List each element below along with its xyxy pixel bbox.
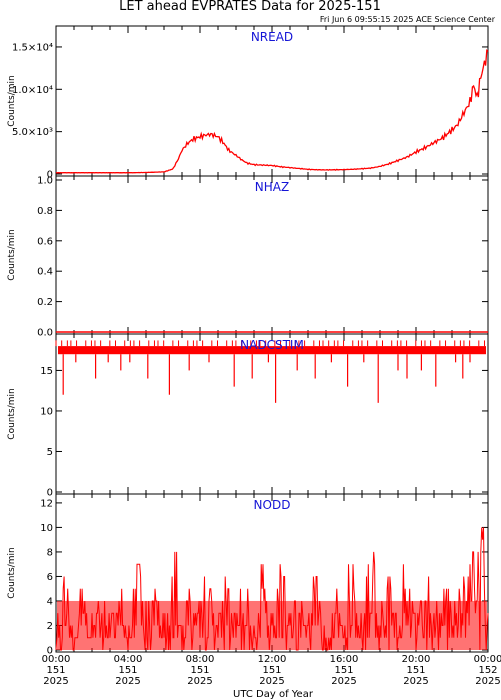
nhaz-ytick-label: 0.8 [37,206,53,217]
nread-panel-title: NREAD [251,30,293,44]
x-tick-label: 2025 [187,676,212,687]
x-tick-label: 2025 [403,676,428,687]
nadcstim-ytick-label: 10 [40,406,53,417]
x-tick-label: 16:00 [330,654,359,665]
x-tick-label: 2025 [259,676,284,687]
nadcstim-ytick-label: 5 [47,447,53,458]
nodd-panel: 0 2 4 6 8 10 12 Counts/min NODD [7,493,489,657]
nadcstim-ytick-label: 15 [40,366,53,377]
x-tick-label: 2025 [331,676,356,687]
nread-y-axis-title: Counts/min [7,75,17,126]
nodd-ytick-label: 0 [47,646,53,657]
nodd-y-axis-title: Counts/min [7,547,17,598]
nhaz-panel-title: NHAZ [255,180,289,194]
x-tick-label: 2025 [115,676,140,687]
nadcstim-ytick-label: 0 [47,488,53,499]
nread-series [55,49,489,174]
nadcstim-panel-title: NADCSTIM [240,338,304,352]
x-tick-label: 151 [334,665,353,676]
nread-ytick-label: 1.5×10⁴ [12,42,53,53]
panels-group: 0 5.0×10³ 1.0×10⁴ 1.5×10⁴ Counts/min NREAD 0.0… [7,25,489,657]
x-tick-label: 151 [262,665,281,676]
x-tick-label: 08:00 [186,654,215,665]
nodd-ytick-label: 6 [47,572,53,583]
nread-line [55,49,489,174]
x-tick-label: 151 [406,665,425,676]
nodd-ytick-label: 12 [40,498,53,509]
nodd-ytick-label: 4 [47,596,53,607]
x-tick-label: 2025 [43,676,68,687]
nodd-panel-title: NODD [254,498,291,512]
x-tick-label: 151 [46,665,65,676]
nodd-ytick-label: 8 [47,547,53,558]
nread-ytick-label: 5.0×10³ [12,127,53,138]
x-tick-label: 00:00 [42,654,71,665]
nhaz-plot-frame [55,175,489,335]
nhaz-ytick-label: 0.2 [37,297,53,308]
nread-plot-frame [55,25,489,177]
x-tick-label: 20:00 [402,654,431,665]
x-tick-label: 12:00 [258,654,287,665]
nodd-ytick-label: 10 [40,523,53,534]
x-tick-label: 00:00 [474,654,501,665]
timestamp-stamp: Fri Jun 6 09:55:15 2025 ACE Science Cent… [320,15,496,24]
nread-ytick-label: 1.0×10⁴ [12,85,53,96]
x-axis-labels: 00:00151202504:00151202508:00151202512:0… [42,654,501,687]
x-tick-label: 152 [478,665,497,676]
nadcstim-y-axis-title: Counts/min [7,388,17,439]
x-tick-label: 151 [118,665,137,676]
nhaz-y-axis-title: Counts/min [7,229,17,280]
nread-panel: 0 5.0×10³ 1.0×10⁴ 1.5×10⁴ Counts/min NREAD [7,25,489,181]
nadcstim-panel: 0 5 10 15 Counts/min NADCSTIM [7,333,489,499]
x-tick-label: 151 [190,665,209,676]
nadcstim-band [58,346,486,355]
x-tick-label: 04:00 [114,654,143,665]
nread-ytick-label: 0 [47,170,53,181]
x-axis-title: UTC Day of Year [233,689,314,700]
nhaz-ytick-label: 0.0 [37,328,53,339]
nhaz-panel: 0.0 0.2 0.4 0.6 0.8 1.0 Counts/min NHAZ [7,175,489,339]
nadcstim-series [55,340,486,403]
figure-title: LET ahead EVPRATES Data for 2025-151 [119,0,381,14]
nhaz-ytick-label: 0.6 [37,236,53,247]
nhaz-ytick-label: 0.4 [37,267,53,278]
nhaz-ytick-label: 1.0 [37,176,53,187]
nodd-ytick-label: 2 [47,621,53,632]
nodd-series [55,527,489,651]
nodd-line [55,527,489,651]
x-tick-label: 2025 [475,676,500,687]
